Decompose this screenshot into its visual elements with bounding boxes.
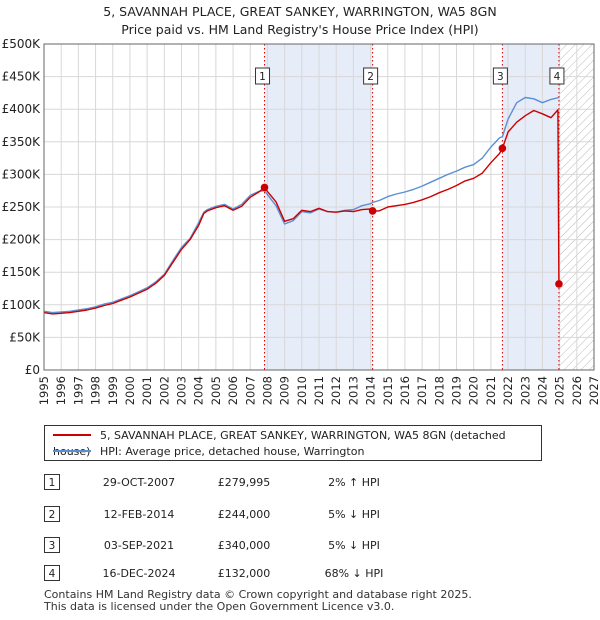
x-tick-label: 2010 <box>295 376 309 405</box>
sale-point <box>260 183 269 192</box>
x-tick-label: 2008 <box>260 376 274 405</box>
legend-label-hpi: HPI: Average price, detached house, Warr… <box>100 445 365 458</box>
transaction-date: 03-SEP-2021 <box>103 539 175 552</box>
x-tick-label: 2020 <box>467 376 481 405</box>
transaction-hpi-diff: 5% ↓ HPI <box>328 539 380 552</box>
sale-marker-box <box>549 67 565 85</box>
x-tick-label: 2006 <box>226 376 240 405</box>
x-tick-label: 2012 <box>329 376 343 405</box>
sale-point <box>368 207 377 215</box>
x-tick-label: 2027 <box>587 376 600 405</box>
transaction-price: £340,000 <box>217 539 271 552</box>
sale-point <box>555 280 563 288</box>
transaction-date: 16-DEC-2024 <box>102 567 176 580</box>
x-tick-label: 2021 <box>484 376 498 405</box>
x-tick-label: 2009 <box>278 376 292 405</box>
transaction-number: 4 <box>44 565 60 581</box>
transaction-number: 1 <box>44 474 60 490</box>
y-tick-label: £250K <box>2 200 42 214</box>
chart-title-line-2: Price paid vs. HM Land Registry's House … <box>121 22 479 37</box>
legend-item-property: 5, SAVANNAH PLACE, GREAT SANKEY, WARRING… <box>53 428 541 458</box>
transaction-price: £244,000 <box>217 508 271 521</box>
x-tick-label: 2015 <box>381 376 395 405</box>
x-tick-label: 2014 <box>364 376 378 405</box>
chart-legend: 5, SAVANNAH PLACE, GREAT SANKEY, WARRING… <box>44 425 542 461</box>
x-tick-label: 2005 <box>209 376 223 405</box>
legend-swatch-blue <box>53 450 91 452</box>
x-tick-label: 1996 <box>54 376 68 405</box>
y-tick-label: £0 <box>25 363 40 377</box>
transaction-number: 3 <box>44 537 60 553</box>
transaction-row: 2 12-FEB-2014 £244,000 5% ↓ HPI <box>44 506 444 524</box>
y-tick-label: £150K <box>2 265 42 279</box>
y-tick-label: £400K <box>2 102 42 116</box>
x-tick-label: 2026 <box>570 376 584 405</box>
transaction-hpi-diff: 5% ↓ HPI <box>328 508 380 521</box>
transaction-row: 1 29-OCT-2007 £279,995 2% ↑ HPI <box>44 474 444 492</box>
y-tick-label: £200K <box>2 233 42 247</box>
footer: Contains HM Land Registry data © Crown c… <box>44 589 472 613</box>
x-tick-label: 1995 <box>37 376 51 405</box>
x-tick-label: 1998 <box>89 376 103 405</box>
y-tick-label: £50K <box>9 330 41 344</box>
sale-point <box>498 144 507 153</box>
x-tick-label: 2000 <box>123 376 137 405</box>
chart-title-line-1: 5, SAVANNAH PLACE, GREAT SANKEY, WARRING… <box>103 4 497 19</box>
plot-border <box>43 43 595 371</box>
x-tick-label: 2024 <box>535 376 549 405</box>
sale-marker-box <box>255 67 271 85</box>
x-tick-label: 1997 <box>71 376 85 405</box>
transaction-date: 29-OCT-2007 <box>102 476 176 489</box>
sale-marker-number: 2 <box>367 71 374 83</box>
property-price-line <box>44 109 560 315</box>
chart-title: 5, SAVANNAH PLACE, GREAT SANKEY, WARRING… <box>0 3 600 39</box>
x-tick-label: 2003 <box>175 376 189 405</box>
legend-swatch-red <box>53 434 91 436</box>
x-tick-label: 2007 <box>243 376 257 405</box>
x-tick-label: 2011 <box>312 376 326 405</box>
footer-licence: This data is licensed under the Open Gov… <box>44 600 395 613</box>
transaction-date: 12-FEB-2014 <box>103 508 175 521</box>
x-tick-label: 2004 <box>192 376 206 405</box>
x-tick-label: 2025 <box>553 376 567 405</box>
x-tick-label: 2023 <box>518 376 532 405</box>
sale-marker-number: 3 <box>497 71 504 83</box>
sale-marker-box <box>363 67 379 85</box>
footer-copyright: Contains HM Land Registry data © Crown c… <box>44 588 472 601</box>
sale-marker-number: 4 <box>554 71 561 83</box>
x-tick-label: 2022 <box>501 376 515 405</box>
price-chart: £0 £50K £100K £150K £200K £250K £300K £350K £400… <box>2 37 600 405</box>
sale-marker-number: 1 <box>259 71 266 83</box>
x-tick-label: 2002 <box>157 376 171 405</box>
x-tick-label: 2016 <box>398 376 412 405</box>
x-tick-label: 2017 <box>415 376 429 405</box>
transaction-price: £132,000 <box>217 567 271 580</box>
y-tick-label: £100K <box>2 298 42 312</box>
x-tick-label: 2018 <box>432 376 446 405</box>
hpi-line <box>44 96 560 314</box>
sale-marker-box <box>492 67 508 85</box>
y-tick-label: £500K <box>2 37 42 51</box>
y-tick-label: £450K <box>2 70 42 84</box>
x-tick-label: 2001 <box>140 376 154 405</box>
transaction-price: £279,995 <box>217 476 271 489</box>
transaction-row: 4 16-DEC-2024 £132,000 68% ↓ HPI <box>44 565 444 583</box>
transaction-hpi-diff: 68% ↓ HPI <box>324 567 384 580</box>
x-tick-label: 2013 <box>346 376 360 405</box>
x-tick-label: 2019 <box>450 376 464 405</box>
transaction-number: 2 <box>44 506 60 522</box>
transaction-hpi-diff: 2% ↑ HPI <box>328 476 380 489</box>
x-tick-label: 1999 <box>106 376 120 405</box>
y-tick-label: £300K <box>2 167 42 181</box>
y-tick-label: £350K <box>2 135 42 149</box>
legend-item-hpi: HPI: Average price, detached house, Warr… <box>53 444 364 460</box>
transaction-row: 3 03-SEP-2021 £340,000 5% ↓ HPI <box>44 537 444 555</box>
